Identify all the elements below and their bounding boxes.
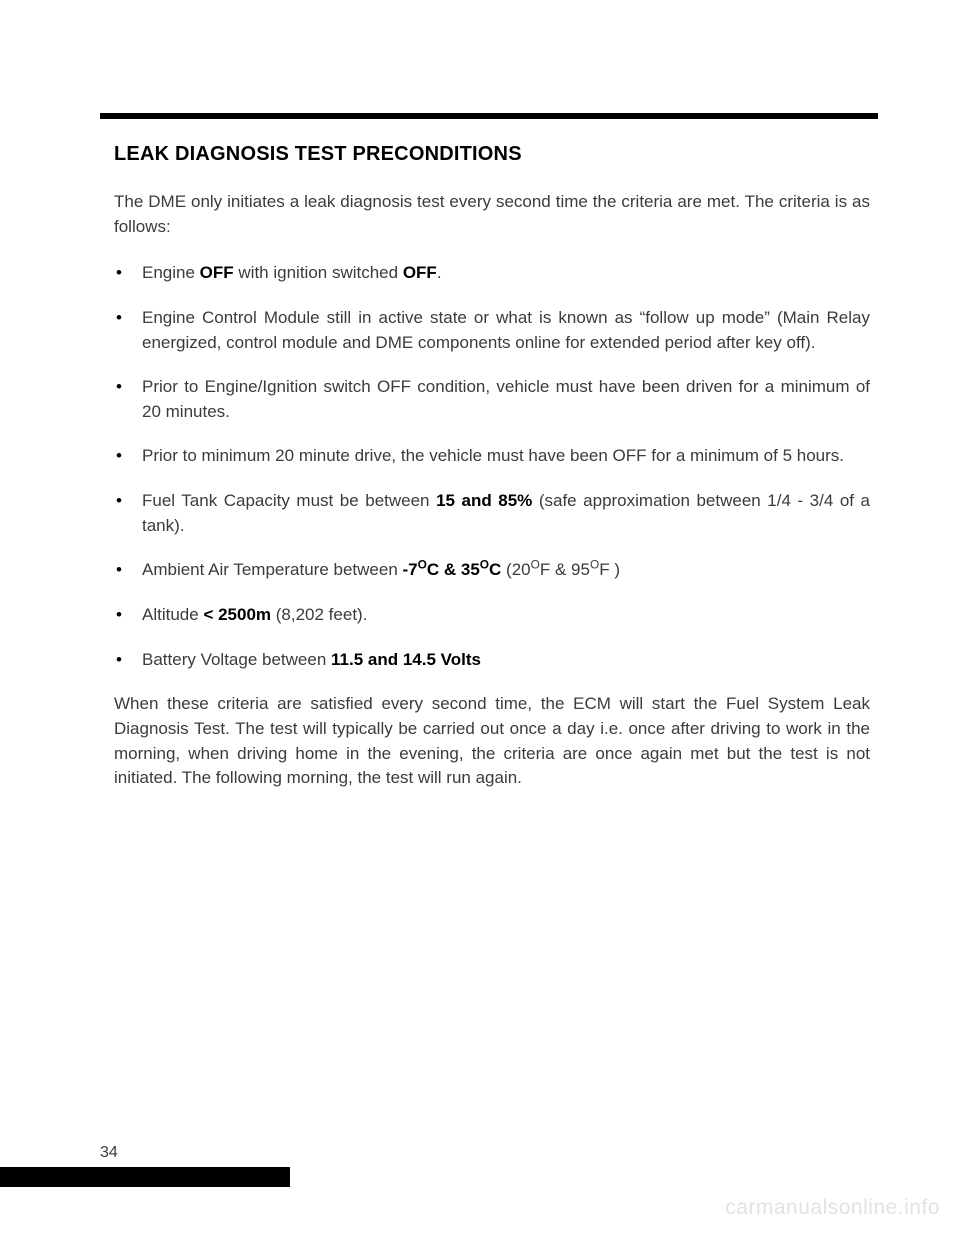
text-run: Fuel Tank Capacity must be between: [142, 491, 436, 510]
text-run: C & 35: [427, 560, 480, 579]
bold-text: < 2500m: [203, 605, 271, 624]
text-run: F ): [599, 560, 620, 579]
text-run: -7: [403, 560, 418, 579]
bold-text: 15 and 85%: [436, 491, 532, 510]
top-horizontal-rule: [100, 113, 878, 119]
text-run: Engine: [142, 263, 200, 282]
text-run: Ambient Air Temperature between: [142, 560, 403, 579]
closing-paragraph: When these criteria are satisfied every …: [114, 692, 870, 791]
list-item: Altitude < 2500m (8,202 feet).: [114, 603, 870, 628]
list-item: Prior to Engine/Ignition switch OFF cond…: [114, 375, 870, 424]
text-run: Battery Voltage between: [142, 650, 331, 669]
bold-text: -7OC & 35OC: [403, 560, 502, 579]
superscript: O: [480, 558, 489, 572]
bold-text: 11.5 and 14.5 Volts: [331, 650, 481, 669]
text-run: (8,202 feet).: [271, 605, 367, 624]
watermark-text: carmanualsonline.info: [725, 1196, 940, 1220]
bold-text: OFF: [200, 263, 234, 282]
list-item: Ambient Air Temperature between -7OC & 3…: [114, 558, 870, 583]
page-content: LEAK DIAGNOSIS TEST PRECONDITIONS The DM…: [114, 143, 870, 791]
superscript: O: [531, 558, 540, 572]
preconditions-list: Engine OFF with ignition switched OFF. E…: [114, 261, 870, 672]
lead-paragraph: The DME only initiates a leak diagnosis …: [114, 190, 870, 239]
text-run: (20: [501, 560, 530, 579]
list-item: Battery Voltage between 11.5 and 14.5 Vo…: [114, 648, 870, 673]
list-item: Engine Control Module still in active st…: [114, 306, 870, 355]
section-title: LEAK DIAGNOSIS TEST PRECONDITIONS: [114, 143, 870, 166]
bold-text: OFF: [403, 263, 437, 282]
text-run: Altitude: [142, 605, 203, 624]
page-number: 34: [100, 1144, 118, 1162]
superscript: O: [590, 558, 599, 572]
text-run: F & 95: [540, 560, 590, 579]
text-run: .: [437, 263, 442, 282]
list-item: Fuel Tank Capacity must be between 15 an…: [114, 489, 870, 538]
text-run: with ignition switched: [234, 263, 403, 282]
list-item: Engine OFF with ignition switched OFF.: [114, 261, 870, 286]
list-item: Prior to minimum 20 minute drive, the ve…: [114, 444, 870, 469]
text-run: C: [489, 560, 501, 579]
document-page: LEAK DIAGNOSIS TEST PRECONDITIONS The DM…: [0, 0, 960, 1242]
superscript: O: [418, 558, 427, 572]
footer-black-bar: [0, 1167, 290, 1187]
